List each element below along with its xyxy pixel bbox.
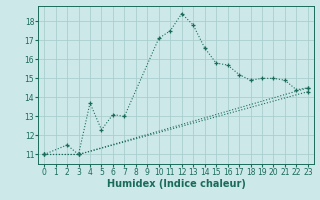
X-axis label: Humidex (Indice chaleur): Humidex (Indice chaleur) (107, 179, 245, 189)
